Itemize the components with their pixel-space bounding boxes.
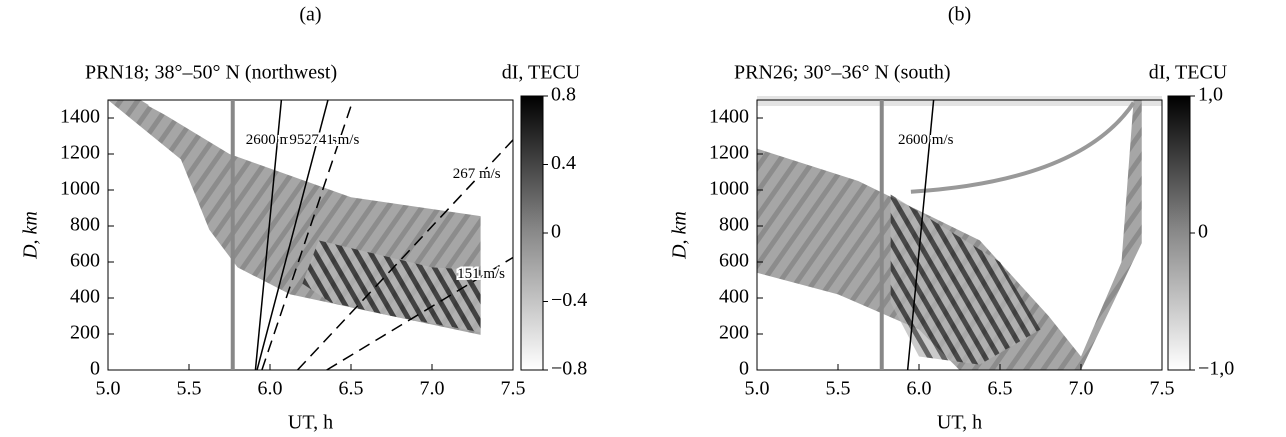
- panel-label: (b): [948, 4, 971, 26]
- plot-frame: [107, 99, 514, 371]
- speed-line: [906, 99, 935, 371]
- x-tick-label: 6.0: [907, 378, 932, 400]
- speed-label: 2600 m/s: [246, 132, 302, 148]
- y-tick-label: 400: [719, 286, 749, 308]
- chart-title: PRN18; 38°–50° N (northwest): [85, 62, 337, 84]
- panel-label: (a): [299, 4, 321, 26]
- x-tick-label: 7.0: [420, 378, 445, 400]
- colorbar-tick-label: 1,0: [1198, 84, 1223, 106]
- speed-label: 2600 m/s: [898, 132, 954, 148]
- speed-line: [261, 99, 354, 371]
- speed-line: [254, 99, 283, 371]
- band-edge: [148, 104, 481, 204]
- y-tick-label: 400: [70, 286, 100, 308]
- y-tick-label: 800: [70, 214, 100, 236]
- y-tick-label: 200: [70, 322, 100, 344]
- background-band: [757, 96, 1162, 106]
- speed-line: [296, 139, 514, 371]
- colorbar-tick-label: 0: [551, 221, 561, 243]
- x-tick-label: 7.5: [1150, 378, 1175, 400]
- x-tick-label: 7.0: [1069, 378, 1094, 400]
- x-tick-label: 6.0: [258, 378, 283, 400]
- colorbar-tick-label: 0.4: [551, 152, 576, 174]
- x-tick-label: 5.5: [177, 378, 202, 400]
- x-tick-label: 7.5: [501, 378, 526, 400]
- x-tick-label: 6.5: [988, 378, 1013, 400]
- speed-line: [256, 99, 329, 371]
- y-tick-label: 1000: [60, 178, 100, 200]
- y-tick-label: 1000: [709, 178, 749, 200]
- data-band-strong: [302, 240, 481, 333]
- y-tick-label: 800: [719, 214, 749, 236]
- speed-label: 741 m/s: [311, 132, 359, 148]
- colorbar: [520, 95, 544, 371]
- colorbar-label: dI, TECU: [1149, 62, 1228, 84]
- plot-frame: [756, 99, 1163, 371]
- y-tick-label: 1200: [60, 142, 100, 164]
- y-tick-label: 0: [739, 358, 749, 380]
- speed-label: 151 m/s: [457, 266, 505, 282]
- colorbar-label: dI, TECU: [502, 62, 581, 84]
- speed-label: 952 m/s: [289, 132, 337, 148]
- y-tick-label: 0: [90, 358, 100, 380]
- speed-line: [326, 256, 514, 371]
- colorbar-tick-label: −0.4: [551, 289, 587, 311]
- colorbar-tick-label: −0.8: [551, 358, 587, 380]
- x-tick-label: 5.0: [745, 378, 770, 400]
- colorbar: [1167, 95, 1191, 371]
- arc-track: [910, 101, 1136, 194]
- chart-title: PRN26; 30°–36° N (south): [734, 62, 951, 84]
- speed-label: 267 m/s: [453, 166, 501, 182]
- colorbar-tick-label: 0: [1198, 221, 1208, 243]
- y-tick-label: 1200: [709, 142, 749, 164]
- x-axis-label: UT, h: [937, 412, 982, 434]
- colorbar-tick-label: −1,0: [1198, 358, 1234, 380]
- x-axis-label: UT, h: [288, 412, 333, 434]
- y-tick-label: 600: [70, 250, 100, 272]
- x-tick-label: 5.5: [826, 378, 851, 400]
- y-axis-label: D, km: [669, 211, 691, 260]
- x-tick-label: 6.5: [339, 378, 364, 400]
- y-tick-label: 1400: [709, 106, 749, 128]
- y-tick-label: 200: [719, 322, 749, 344]
- y-tick-label: 600: [719, 250, 749, 272]
- y-tick-label: 1400: [60, 106, 100, 128]
- y-axis-label: D, km: [20, 211, 42, 260]
- data-band-strong: [890, 194, 1041, 365]
- colorbar-tick-label: 0.8: [551, 84, 576, 106]
- x-tick-label: 5.0: [96, 378, 121, 400]
